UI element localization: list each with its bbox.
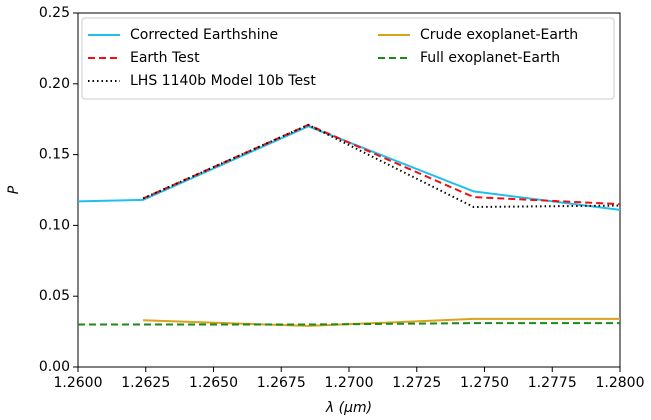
series-line — [142, 123, 621, 206]
x-axis-label: λ (μm) — [325, 400, 372, 416]
legend-label: LHS 1140b Model 10b Test — [130, 73, 316, 89]
legend-label: Crude exoplanet-Earth — [420, 27, 578, 43]
y-tick-label: 0.05 — [39, 288, 70, 304]
legend-label: Corrected Earthshine — [130, 27, 278, 43]
legend-box — [81, 17, 615, 100]
x-tick-label: 1.2675 — [257, 375, 306, 391]
series-line — [77, 125, 621, 211]
x-tick-label: 1.2725 — [392, 375, 441, 391]
series-line — [142, 123, 621, 208]
x-tick-label: 1.2700 — [325, 375, 374, 391]
x-tick-label: 1.2600 — [54, 375, 103, 391]
y-axis-label: P — [6, 185, 22, 194]
series-line — [78, 322, 620, 326]
legend-label: Full exoplanet-Earth — [420, 50, 560, 66]
x-tick-label: 1.2750 — [460, 375, 509, 391]
x-tick-label: 1.2800 — [596, 375, 645, 391]
x-tick-label: 1.2775 — [528, 375, 577, 391]
y-tick-label: 0.20 — [39, 76, 70, 92]
series-line — [143, 317, 620, 327]
y-tick-label: 0.10 — [39, 217, 70, 233]
y-tick-label: 0.15 — [39, 147, 70, 163]
x-tick-label: 1.2650 — [189, 375, 238, 391]
x-tick-label: 1.2625 — [121, 375, 170, 391]
legend-label: Earth Test — [130, 50, 200, 66]
y-tick-label: 0.00 — [39, 359, 70, 375]
y-tick-label: 0.25 — [39, 5, 70, 21]
